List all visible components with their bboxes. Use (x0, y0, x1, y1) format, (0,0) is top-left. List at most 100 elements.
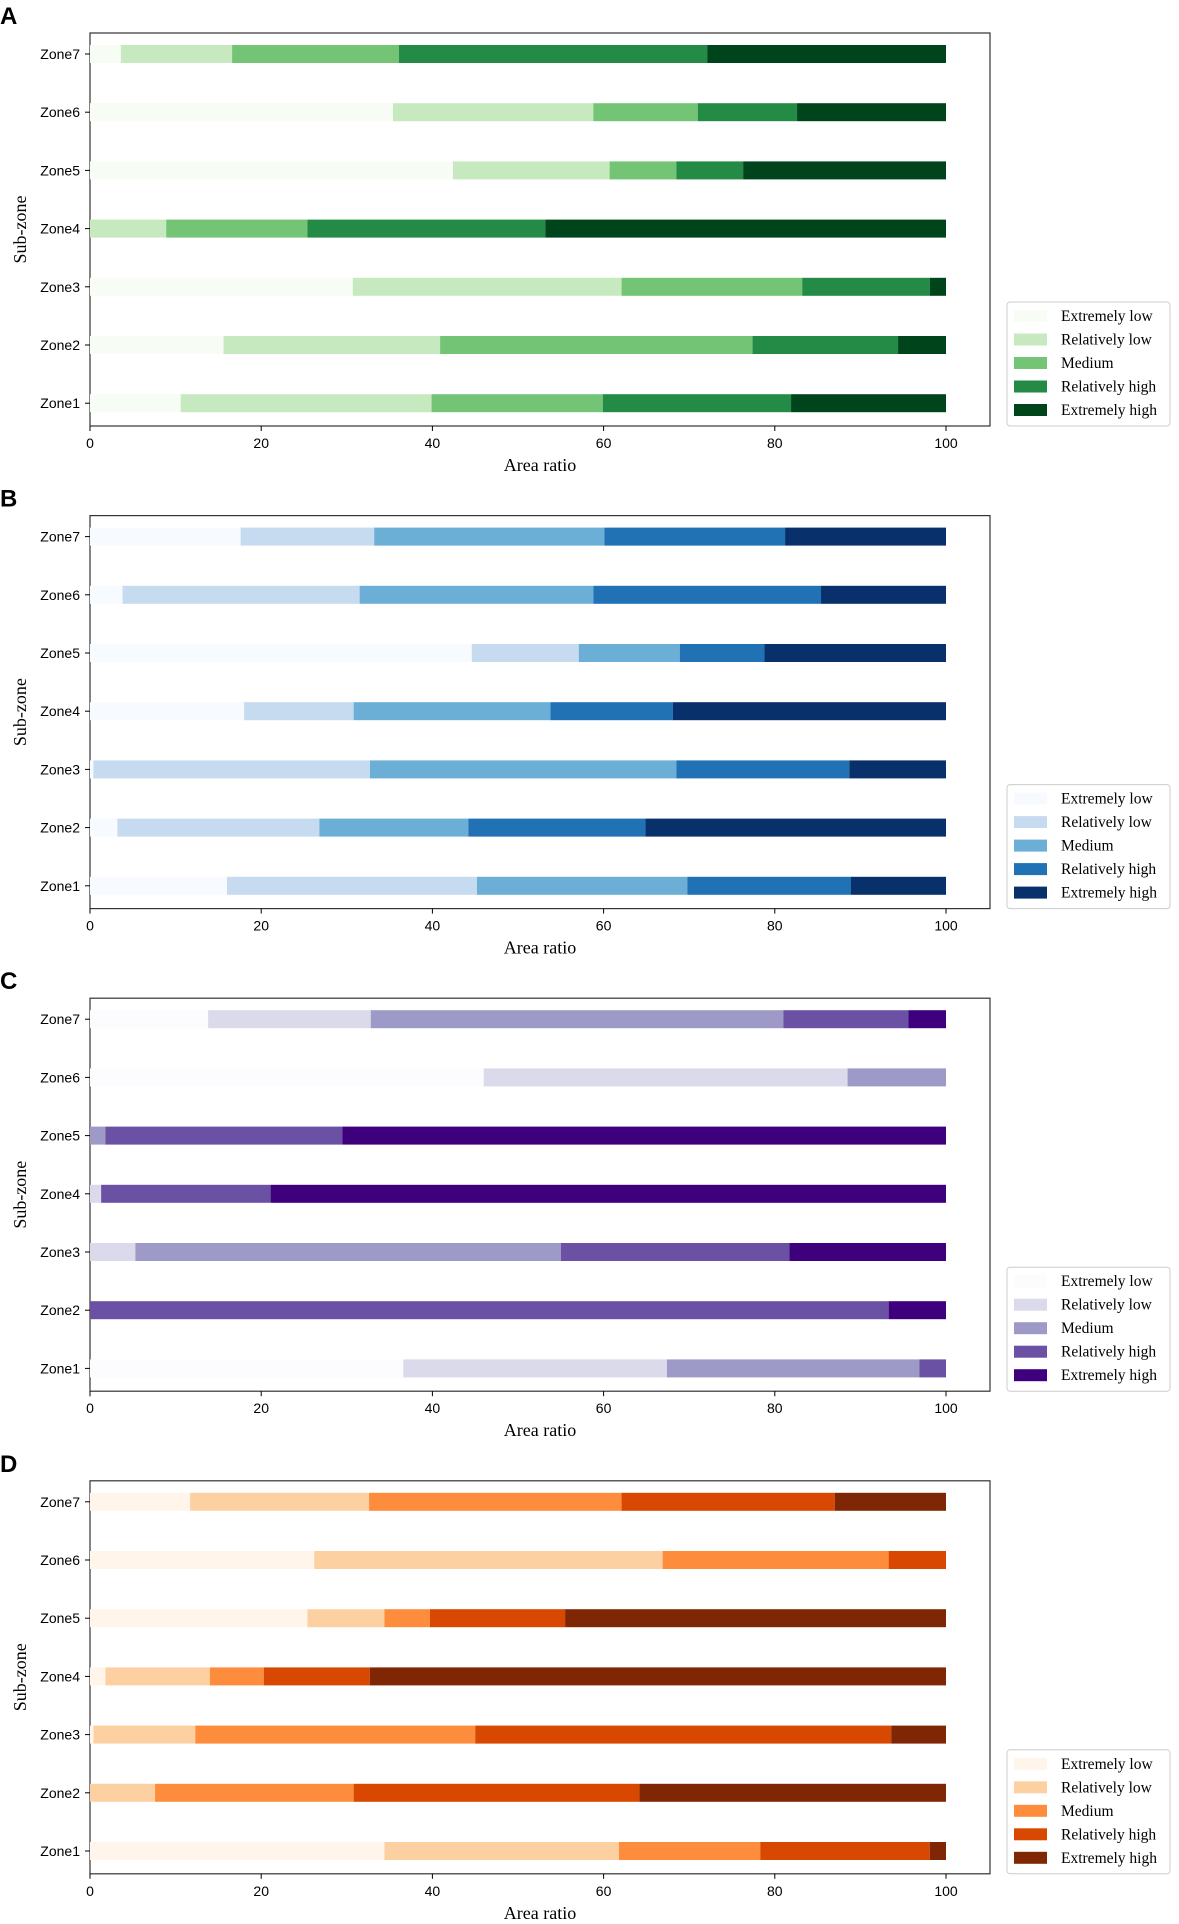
legend-swatch (1014, 1275, 1047, 1288)
bar-segment (621, 277, 803, 296)
bar-segment (752, 336, 899, 354)
bar-segment (760, 1842, 930, 1860)
x-tick-label: 80 (767, 1883, 783, 1899)
bar-segment (662, 1551, 889, 1569)
y-tick-label: Zone1 (40, 1843, 80, 1859)
y-tick-label: Zone3 (40, 279, 80, 295)
bar-segment (208, 1010, 371, 1029)
y-tick-label: Zone3 (40, 1727, 80, 1743)
y-tick-label: Zone6 (40, 587, 80, 603)
bar-segment (90, 1783, 156, 1802)
panel-b: B Zone1 Zone2 Zone3 Zone4 Zone5 Zone6 Zone7 0 20 4… (0, 486, 1171, 958)
panel-label: D (0, 1451, 17, 1478)
bar-segment (244, 702, 354, 721)
x-tick-label: 60 (596, 1400, 612, 1416)
bar-segment (90, 277, 353, 296)
y-tick-label: Zone2 (40, 1785, 80, 1801)
bar-segment (593, 585, 822, 604)
x-tick-label: 80 (767, 1400, 783, 1416)
y-tick-label: Zone1 (40, 395, 80, 411)
bar-segment (90, 103, 394, 122)
bar-segment (117, 818, 320, 837)
y-tick-label: Zone7 (40, 46, 80, 62)
bar-segment (369, 1492, 622, 1511)
bar-segment (90, 644, 472, 662)
bar-segment (452, 161, 610, 180)
panel-a: A Zone1 Zone2 Zone3 Zone4 Zone5 Zone6 Zone7 0 20 4… (0, 3, 1171, 475)
bar-segment (483, 1068, 848, 1087)
legend-swatch (1014, 1828, 1047, 1841)
legend-label: Medium (1061, 838, 1114, 855)
x-tick-label: 40 (425, 918, 441, 934)
bar-segment (403, 1359, 667, 1378)
bar-segment (122, 585, 360, 604)
legend: Extremely low Relatively low Medium Relativ… (1006, 784, 1171, 910)
legend-label: Relatively high (1061, 861, 1156, 878)
bar-segment (270, 1184, 947, 1203)
bar-segment (645, 818, 946, 837)
bar-segment (666, 1359, 920, 1378)
bar-segment (90, 1243, 136, 1261)
bar-segment (90, 1184, 102, 1203)
legend-label: Extremely low (1061, 1756, 1153, 1773)
bar-segment (850, 876, 946, 895)
bar-segment (679, 644, 765, 662)
bar-segment (352, 277, 622, 296)
bar-segment (370, 1010, 784, 1029)
legend-swatch (1014, 792, 1047, 805)
legend-label: Extremely low (1061, 308, 1153, 325)
bar-segment (578, 644, 680, 662)
x-tick-label: 0 (86, 918, 94, 934)
x-tick-label: 40 (425, 1883, 441, 1899)
legend-label: Extremely low (1061, 791, 1153, 808)
y-tick-label: Zone7 (40, 1494, 80, 1510)
x-tick-label: 20 (253, 918, 269, 934)
y-tick-label: Zone3 (40, 1244, 80, 1260)
bar-segment (393, 103, 594, 122)
bar-segment (471, 644, 579, 662)
y-tick-label: Zone4 (40, 1668, 80, 1684)
bar-segment (797, 103, 946, 122)
y-tick-label: Zone1 (40, 878, 80, 894)
bar-segment (90, 1609, 308, 1628)
legend-label: Relatively high (1061, 1344, 1156, 1361)
legend-swatch (1014, 863, 1047, 876)
bar-segment (101, 1184, 271, 1203)
x-tick-label: 40 (425, 435, 441, 451)
legend-swatch (1014, 1757, 1047, 1770)
bar-segment (263, 1667, 370, 1686)
y-tick-label: Zone2 (40, 820, 80, 836)
bar-segment (90, 527, 241, 546)
bar-segment (155, 1783, 354, 1802)
y-tick-label: Zone6 (40, 104, 80, 120)
legend-label: Extremely low (1061, 1273, 1153, 1290)
y-tick-label: Zone4 (40, 703, 80, 719)
legend-label: Relatively low (1061, 1297, 1153, 1314)
bar-segment (560, 1243, 790, 1261)
legend-label: Relatively high (1061, 379, 1156, 396)
x-tick-label: 40 (425, 1400, 441, 1416)
bar-segment (468, 818, 646, 837)
bar-segment (888, 1301, 946, 1320)
bar-segment (342, 1126, 946, 1145)
bar-segment (550, 702, 673, 721)
y-tick-label: Zone2 (40, 1302, 80, 1318)
bar-segment (90, 1359, 404, 1378)
bar-segment (223, 336, 441, 354)
bar-segment (232, 45, 400, 63)
y-tick-label: Zone7 (40, 529, 80, 545)
x-axis-label: Area ratio (504, 1903, 576, 1923)
bar-segment (891, 1725, 946, 1744)
bar-segment (440, 336, 753, 354)
legend-label: Extremely high (1061, 885, 1157, 902)
bar-segment (639, 1783, 946, 1802)
y-tick-label: Zone3 (40, 761, 80, 777)
bar-segment (93, 760, 370, 779)
legend-label: Medium (1061, 1803, 1114, 1820)
bar-segment (90, 876, 227, 895)
x-tick-label: 60 (596, 1883, 612, 1899)
panel-label: B (0, 486, 17, 513)
bar-segment (476, 876, 688, 895)
y-axis-label: Sub-zone (10, 195, 30, 263)
